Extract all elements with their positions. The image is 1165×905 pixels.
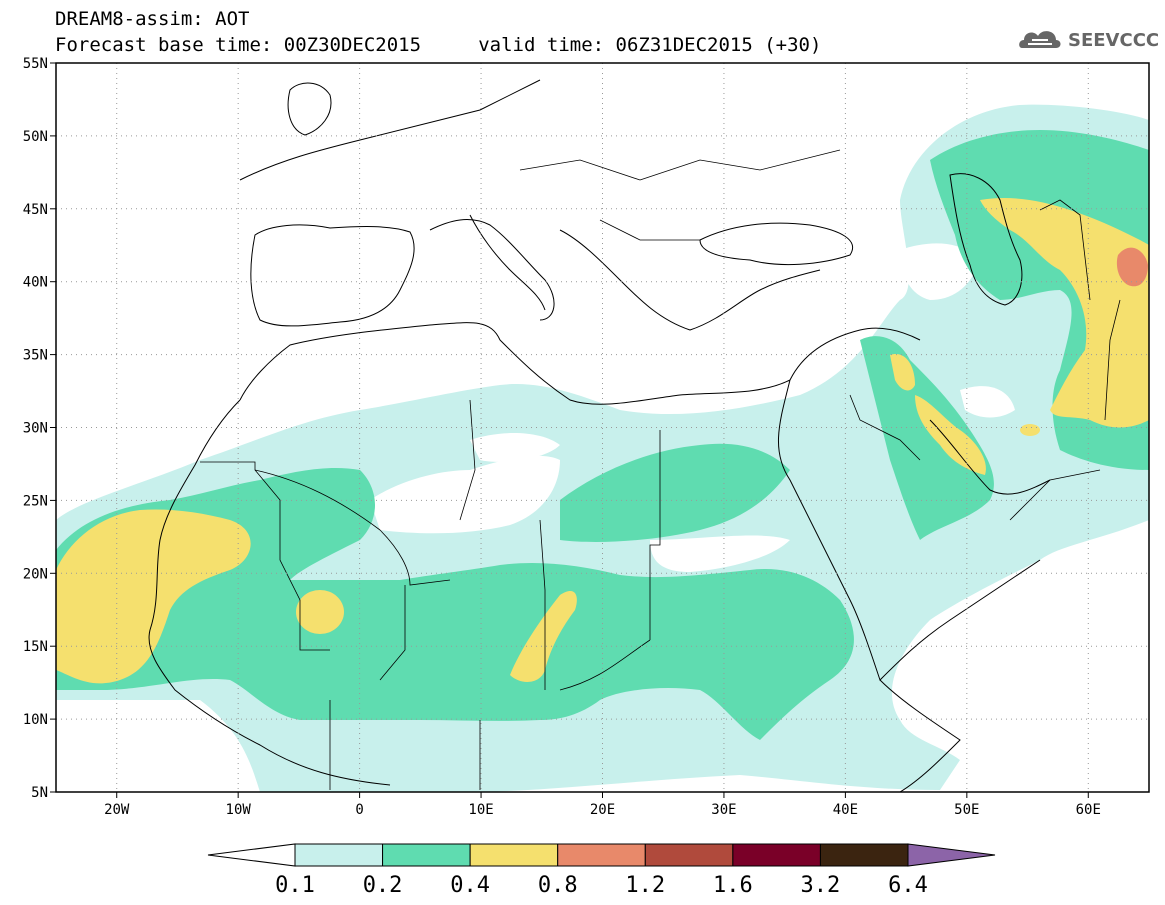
lon-tick-label: 40E — [833, 802, 858, 818]
lat-tick-label: 45N — [23, 202, 48, 218]
lon-tick-label: 50E — [954, 802, 979, 818]
aot-level-0.2 — [56, 130, 1149, 740]
colorbar-segment — [469, 843, 559, 867]
colorbar-label: 1.6 — [713, 873, 753, 898]
lat-tick-label: 15N — [23, 639, 48, 655]
colorbar-segment — [732, 843, 821, 867]
lon-tick-label: 30E — [711, 802, 736, 818]
colorbar-label: 6.4 — [888, 873, 928, 898]
colorbar-segment — [294, 843, 384, 867]
lat-tick-label: 10N — [23, 712, 48, 728]
lat-tick-label: 25N — [23, 493, 48, 509]
colorbar-label: 1.2 — [625, 873, 665, 898]
coastlines — [148, 79, 1051, 792]
colorbar-segment — [557, 843, 646, 867]
aot-level-0.8 — [1116, 247, 1148, 287]
colorbar-label: 0.1 — [275, 873, 315, 898]
colorbar-segment — [382, 843, 471, 867]
lat-tick-label: 30N — [23, 421, 48, 437]
lat-tick-label: 35N — [23, 348, 48, 364]
colorbar — [207, 843, 996, 867]
country-borders — [200, 149, 1121, 790]
colorbar-label: 0.4 — [450, 873, 490, 898]
lon-tick-label: 10E — [468, 802, 493, 818]
colorbar-left-arrow — [207, 843, 296, 867]
lat-tick-label: 55N — [23, 56, 48, 72]
map-title: DREAM8-assim: AOT — [55, 8, 250, 30]
colorbar-segment — [819, 843, 909, 867]
lon-tick-label: 60E — [1076, 802, 1101, 818]
lon-tick-label: 20E — [590, 802, 615, 818]
colorbar-label: 0.2 — [363, 873, 403, 898]
lat-tick-label: 40N — [23, 275, 48, 291]
lon-tick-label: 10W — [226, 802, 252, 818]
forecast-time-subtitle: Forecast base time: 00Z30DEC2015 valid t… — [55, 34, 822, 56]
colorbar-label: 3.2 — [801, 873, 841, 898]
lon-tick-label: 20W — [104, 802, 130, 818]
colorbar-label: 0.8 — [538, 873, 578, 898]
lat-tick-label: 20N — [23, 566, 48, 582]
logo-text: SEEVCCC — [1068, 30, 1160, 51]
aot-level-0.4 — [56, 198, 1149, 684]
cloud-logo-icon — [1019, 31, 1061, 48]
lat-tick-label: 50N — [23, 129, 48, 145]
lon-tick-label: 0 — [355, 802, 363, 818]
colorbar-right-arrow — [907, 843, 996, 867]
lat-tick-label: 5N — [31, 785, 48, 801]
colorbar-segment — [644, 843, 734, 867]
grid-lines — [56, 63, 1149, 792]
